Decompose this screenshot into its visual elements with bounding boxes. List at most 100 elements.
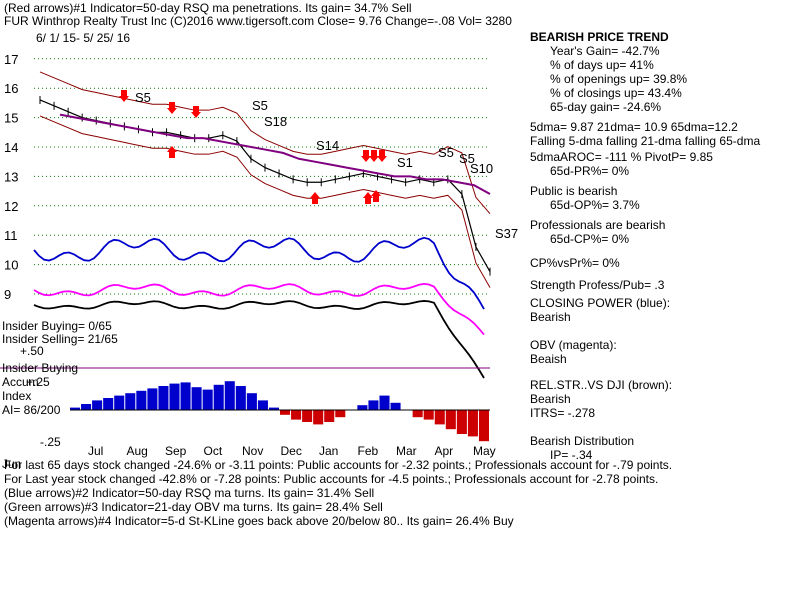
ma65-series [59, 113, 491, 195]
obv-label: OBV (magenta): [530, 338, 617, 352]
accum-bar [257, 400, 268, 410]
insider-selling-count: Insider Selling= 21/65 [2, 332, 118, 346]
accum-bar [246, 393, 257, 410]
footer-line5: (Magenta arrows)#4 Indicator=5-d St-KLin… [4, 514, 514, 528]
right-panel: BEARISH PRICE TREND Year's Gain= -42.7% … [530, 30, 798, 462]
red-arrow [119, 90, 129, 102]
accum-tick-plus50: +.50 [20, 344, 44, 358]
accum-bar [445, 410, 456, 430]
accum-bar [335, 410, 346, 418]
accum-bar [379, 395, 390, 410]
accum-bar [313, 410, 324, 425]
signal-label: S37 [495, 226, 518, 241]
relstr-value: Bearish [530, 392, 571, 406]
signal-label: S14 [316, 138, 339, 153]
accum-bar [147, 388, 158, 410]
accum-bar [390, 402, 401, 410]
itrs-value: ITRS= -.278 [530, 406, 596, 420]
insider-buying-count: Insider Buying= 0/65 [2, 319, 112, 333]
indicator-1-label: (Red arrows)#1 Indicator=50-day RSQ ma p… [4, 1, 412, 15]
accum-bar [213, 384, 224, 410]
x-tick-label: Jun [2, 457, 21, 471]
y-tick-label: 9 [4, 287, 11, 302]
obv-line [33, 282, 485, 336]
accum-bar [180, 382, 191, 410]
accum-bar [268, 407, 279, 410]
footer-line1: For last 65 days stock changed -24.6% or… [4, 458, 673, 472]
y-tick-label: 11 [4, 228, 18, 243]
red-arrow [377, 150, 387, 162]
x-tick-label: Mar [396, 444, 417, 458]
y-tick-label: 12 [4, 199, 18, 214]
y-tick-label: 16 [4, 81, 18, 96]
x-tick-label: Feb [358, 444, 379, 458]
accum-bar [467, 410, 478, 437]
distribution-label: Bearish Distribution [530, 434, 635, 448]
x-tick-label: Jul [88, 444, 103, 458]
signal-label: S1 [397, 155, 413, 170]
signal-label: S5 [459, 151, 475, 166]
accum-bar [302, 410, 313, 422]
red-arrow [191, 106, 201, 118]
price-axis-labels: 9 10 11 12 13 14 15 16 17 [4, 52, 18, 302]
pr-text: 65d-PR%= 0% [550, 164, 630, 178]
accum-bar [81, 404, 92, 410]
signal-label: S5 [135, 90, 151, 105]
signal-label: S18 [264, 114, 287, 129]
accum-bar [158, 386, 169, 410]
accum-tick-plus25: +.25 [26, 375, 50, 389]
x-tick-label: Apr [435, 444, 454, 458]
x-tick-label: Jan [319, 444, 338, 458]
footer-line2: For Last year stock changed -42.8% or -7… [4, 472, 659, 486]
closing-power-line [33, 236, 485, 310]
red-arrow [361, 150, 371, 162]
insider-buying-line-label: Insider Buying [2, 361, 79, 375]
accum-bar [92, 400, 103, 410]
signal-label: S5 [252, 98, 268, 113]
footer-line4: (Green arrows)#3 Indicator=21-day OBV ma… [4, 500, 383, 514]
x-tick-label: Oct [204, 444, 223, 458]
accum-bar [125, 393, 136, 410]
date-range: 6/ 1/ 15- 5/ 25/ 16 [36, 31, 131, 45]
x-tick-label: Nov [242, 444, 263, 458]
month-axis-labels: Jul Aug Sep Oct Nov Dec Jan Feb Mar Apr May Jun [2, 444, 496, 471]
signal-label: S10 [470, 161, 493, 176]
accum-bar [114, 395, 125, 410]
aroc-text: 5dmaAROC= -111 % PivotP= 9.85 [530, 150, 713, 164]
red-arrow [167, 102, 177, 114]
y-tick-label: 10 [4, 258, 18, 273]
public-text: Public is bearish [530, 184, 618, 198]
red-arrows [119, 90, 387, 204]
red-arrow [371, 190, 381, 202]
gain-65: 65-day gain= -24.6% [550, 100, 662, 114]
accum-bar [70, 407, 81, 410]
relstr-line [33, 300, 485, 379]
y-tick-label: 15 [4, 111, 18, 126]
red-arrow [167, 146, 177, 158]
closings-up: % of closings up= 43.4% [550, 86, 682, 100]
years-gain: Year's Gain= -42.7% [550, 44, 660, 58]
ip-value: IP= -.34 [550, 448, 593, 462]
professionals-text: Professionals are bearish [530, 218, 666, 232]
accum-bar [357, 405, 368, 410]
closing-power-label: CLOSING POWER (blue): [530, 296, 671, 310]
red-arrow [369, 150, 379, 162]
ai-label: AI= 86/200 [2, 403, 61, 417]
strength-text: Strength Profess/Pub= .3 [530, 278, 665, 292]
y-tick-label: 13 [4, 169, 18, 184]
accum-bar [478, 410, 489, 442]
op-text: 65d-OP%= 3.7% [550, 198, 640, 212]
cpvspr-text: CP%vsPr%= 0% [530, 256, 620, 270]
closing-power-series [33, 236, 485, 310]
accum-bar [368, 400, 379, 410]
cp-text: 65d-CP%= 0% [550, 232, 630, 246]
ma65-line [59, 113, 491, 195]
closing-power-value: Bearish [530, 310, 571, 324]
accum-bar [191, 387, 202, 410]
accum-tick-minus25: -.25 [40, 435, 61, 449]
y-tick-label: 17 [4, 52, 18, 67]
lower-band [39, 115, 491, 288]
x-tick-label: Sep [165, 444, 187, 458]
